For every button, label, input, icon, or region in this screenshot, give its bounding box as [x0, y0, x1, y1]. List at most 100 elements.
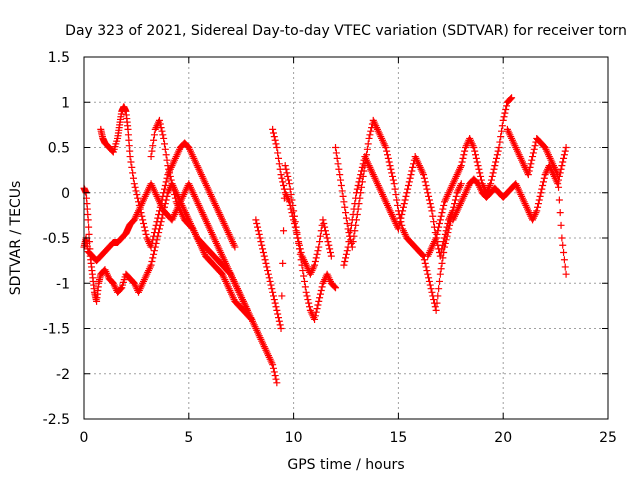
- data-point: [260, 252, 268, 260]
- series-trace-f: [269, 125, 335, 278]
- data-point: [300, 277, 308, 285]
- data-point: [529, 149, 537, 157]
- data-point: [351, 200, 359, 208]
- data-point: [457, 162, 465, 170]
- data-point: [493, 151, 501, 159]
- data-point: [432, 234, 440, 242]
- data-point: [385, 158, 393, 166]
- data-point: [264, 267, 272, 275]
- data-point: [388, 169, 396, 177]
- data-point: [363, 145, 371, 153]
- data-point: [406, 174, 414, 182]
- data-point: [294, 234, 302, 242]
- data-point: [562, 144, 570, 151]
- data-point: [305, 299, 313, 307]
- data-point: [268, 285, 276, 293]
- data-point: [316, 290, 324, 298]
- data-point: [155, 207, 163, 215]
- data-point: [530, 145, 538, 153]
- data-point: [274, 149, 282, 157]
- data-point: [161, 145, 169, 153]
- data-point: [444, 220, 452, 228]
- data-point: [440, 238, 448, 246]
- data-point: [430, 218, 438, 226]
- data-point: [555, 183, 563, 191]
- data-point: [435, 277, 443, 285]
- data-point: [316, 232, 324, 240]
- data-point: [357, 171, 365, 179]
- data-point: [562, 270, 570, 278]
- data-point: [271, 136, 279, 144]
- data-point: [397, 214, 405, 222]
- data-point: [459, 154, 467, 162]
- data-point: [256, 234, 264, 242]
- data-point: [321, 223, 329, 231]
- data-point: [285, 198, 293, 206]
- data-point: [166, 172, 174, 180]
- data-point: [300, 272, 308, 280]
- data-point: [423, 185, 431, 193]
- tick-labels: 0 5 10 15 20 25 1.5 1 0.5 0 -0.5 -1 -1.5 -2 -2.5: [43, 50, 617, 446]
- data-point: [273, 144, 281, 151]
- data-point: [315, 297, 323, 305]
- data-point: [431, 303, 439, 311]
- data-point: [420, 256, 428, 264]
- data-point: [278, 174, 286, 182]
- y-tick-label: -0.5: [43, 231, 70, 247]
- data-point: [134, 194, 142, 202]
- data-point: [534, 200, 542, 208]
- data-point: [147, 153, 155, 161]
- data-point: [86, 245, 94, 253]
- data-point: [259, 245, 267, 253]
- data-point: [152, 221, 160, 229]
- data-point: [140, 223, 148, 231]
- data-point: [527, 160, 535, 168]
- series-trace-h: [340, 153, 457, 269]
- data-point: [248, 315, 256, 323]
- series-trace-c: [97, 103, 239, 251]
- data-point: [441, 234, 449, 242]
- data-point: [437, 248, 445, 256]
- data-point: [452, 192, 460, 200]
- x-tick-label: 0: [80, 430, 89, 446]
- data-point: [85, 238, 93, 246]
- data-point: [435, 223, 443, 231]
- data-point: [437, 212, 445, 220]
- data-point: [560, 256, 568, 264]
- data-point: [284, 172, 292, 180]
- data-point: [366, 131, 374, 139]
- data-point: [526, 163, 534, 171]
- data-point: [85, 223, 93, 231]
- data-point: [560, 151, 568, 159]
- data-points: [80, 94, 570, 387]
- data-point: [387, 165, 395, 173]
- data-point: [537, 189, 545, 197]
- data-point: [150, 247, 158, 255]
- data-point: [495, 144, 503, 151]
- data-point: [554, 171, 562, 179]
- data-point: [274, 310, 282, 318]
- data-point: [139, 216, 147, 224]
- data-point: [280, 227, 288, 235]
- data-point: [285, 176, 293, 184]
- data-point: [288, 209, 296, 217]
- data-point: [267, 281, 275, 289]
- data-point: [160, 189, 168, 197]
- data-point: [457, 180, 465, 188]
- data-point: [293, 230, 301, 238]
- data-point: [161, 182, 169, 190]
- data-point: [404, 185, 412, 193]
- data-point: [490, 165, 498, 173]
- data-point: [426, 281, 434, 289]
- data-point: [436, 216, 444, 224]
- data-point: [364, 140, 372, 148]
- data-point: [436, 270, 444, 278]
- data-point: [273, 379, 281, 387]
- data-point: [316, 238, 324, 246]
- data-point: [254, 227, 262, 235]
- x-tick-label: 10: [285, 430, 303, 446]
- data-point: [269, 129, 277, 137]
- data-point: [313, 305, 321, 313]
- data-point: [313, 250, 321, 258]
- y-tick-label: -2: [56, 367, 70, 383]
